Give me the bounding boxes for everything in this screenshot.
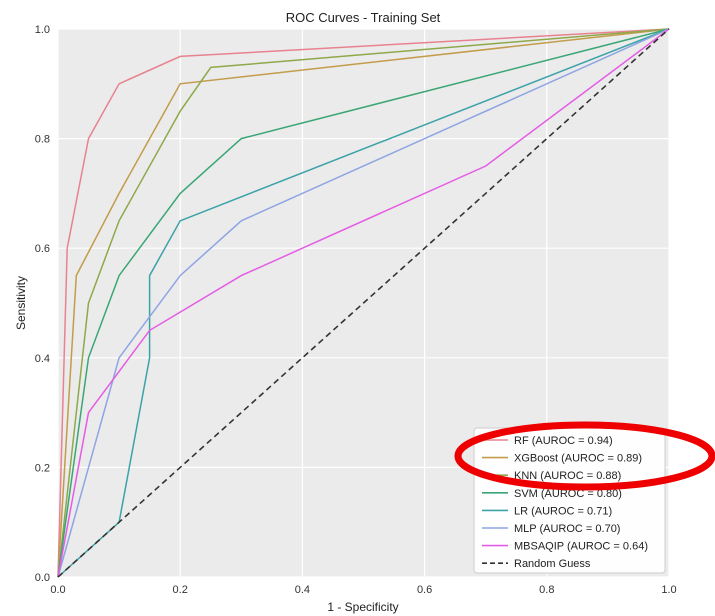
series-line-3 bbox=[57, 28, 670, 578]
x-tick-label: 1.0 bbox=[661, 584, 676, 596]
legend-label-3: SVM (AUROC = 0.80) bbox=[514, 488, 622, 500]
x-axis-label: 1 - Specificity bbox=[327, 600, 398, 614]
y-tick-label: 0.6 bbox=[35, 243, 50, 255]
legend-label-1: XGBoost (AUROC = 0.89) bbox=[514, 453, 642, 465]
x-tick-label: 0.0 bbox=[50, 584, 65, 596]
y-tick-label: 0.8 bbox=[35, 134, 50, 146]
legend-label-0: RF (AUROC = 0.94) bbox=[514, 435, 613, 447]
series-line-1 bbox=[57, 28, 670, 578]
series-line-2 bbox=[57, 28, 670, 578]
legend-label-2: KNN (AUROC = 0.88) bbox=[514, 470, 621, 482]
legend-label-4: LR (AUROC = 0.71) bbox=[514, 505, 612, 517]
y-tick-label: 0.4 bbox=[35, 353, 50, 365]
y-tick-label: 1.0 bbox=[35, 24, 50, 36]
y-tick-label: 0.2 bbox=[35, 462, 50, 474]
y-tick-label: 0.0 bbox=[35, 572, 50, 584]
x-tick-label: 0.8 bbox=[539, 584, 554, 596]
series-line-5 bbox=[57, 28, 670, 578]
legend-label-7: Random Guess bbox=[514, 558, 591, 570]
y-axis-label: Sensitivity bbox=[14, 276, 28, 330]
tick-labels: 0.0 0.2 0.4 0.6 0.8 1.0 0.0 0.2 0.4 0.6 0.8 1.0 bbox=[35, 24, 677, 596]
chart-title: ROC Curves - Training Set bbox=[286, 10, 441, 25]
series-line-6 bbox=[57, 28, 670, 578]
x-tick-label: 0.6 bbox=[417, 584, 432, 596]
x-tick-label: 0.4 bbox=[295, 584, 310, 596]
highlight-ellipse bbox=[454, 421, 715, 491]
legend-label-6: MBSAQIP (AUROC = 0.64) bbox=[514, 541, 648, 553]
series-line-0 bbox=[57, 28, 670, 578]
series-lines bbox=[57, 28, 670, 578]
series-line-7 bbox=[57, 28, 670, 578]
legend-label-5: MLP (AUROC = 0.70) bbox=[514, 523, 620, 535]
legend: RF (AUROC = 0.94) XGBoost (AUROC = 0.89) K… bbox=[473, 427, 666, 574]
grid-lines bbox=[57, 28, 670, 578]
x-tick-label: 0.2 bbox=[173, 584, 188, 596]
